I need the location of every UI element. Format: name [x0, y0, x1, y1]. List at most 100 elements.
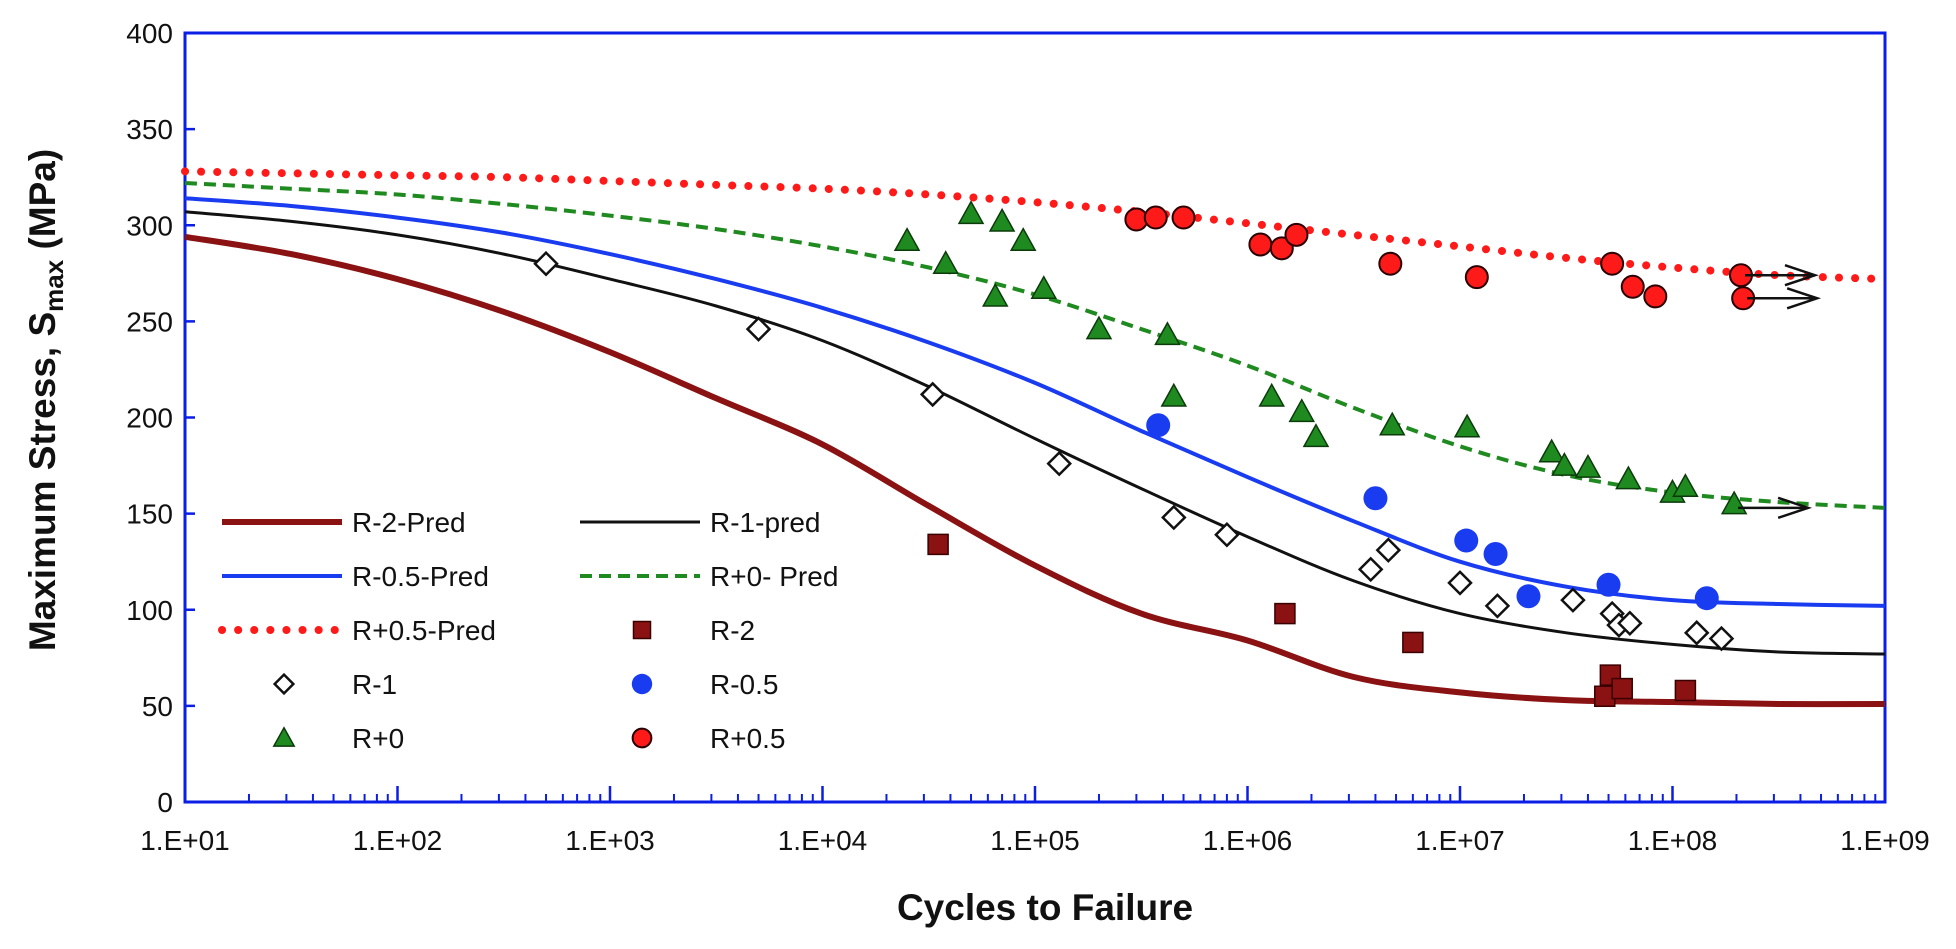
runout-arrow-head: [1786, 287, 1822, 310]
point-rminus1: [1375, 537, 1402, 563]
runout-arrows: [1738, 264, 1822, 520]
legend-label-rminus2: R-2: [710, 615, 755, 646]
point-rminus0-5: [1694, 586, 1719, 611]
curve-rminus1minuspred: [184, 210, 1886, 656]
point-rplus0-5: [1269, 236, 1294, 261]
y-tick-label: 50: [142, 691, 173, 722]
point-rminus1: [1161, 504, 1187, 531]
point-rplus0-5: [1248, 232, 1273, 257]
point-rplus0-5: [1600, 251, 1625, 276]
point-rplus0-5: [1171, 205, 1196, 230]
y-tick-label: 150: [126, 499, 173, 530]
y-tick-label: 100: [126, 595, 173, 626]
legend-swatch-rminus0-5: [631, 673, 653, 695]
y-tick-label: 300: [126, 210, 173, 241]
point-rminus1: [919, 381, 946, 408]
x-tick-label: 1.E+01: [140, 825, 230, 856]
x-tick-label: 1.E+02: [353, 825, 443, 856]
y-tick-label: 200: [126, 403, 173, 434]
point-rplus0: [1672, 473, 1699, 498]
data-points: [533, 200, 1756, 708]
point-rplus0: [1302, 423, 1330, 448]
point-rminus1: [1683, 620, 1710, 646]
point-rplus0: [1258, 382, 1285, 407]
point-rplus0: [1615, 465, 1642, 490]
legend-label-rminus1: R-1: [352, 669, 397, 700]
point-rplus0: [1720, 490, 1748, 515]
legend-label-rplus0: R+0: [352, 723, 404, 754]
point-rminus1: [1484, 593, 1511, 619]
point-rplus0: [893, 227, 921, 251]
point-rminus0-5: [1483, 541, 1508, 566]
x-tick-label: 1.E+07: [1415, 825, 1505, 856]
point-rminus0-5: [1146, 413, 1171, 438]
point-rplus0-5: [1284, 222, 1309, 247]
x-axis-title: Cycles to Failure: [897, 887, 1193, 928]
x-tick-label: 1.E+08: [1628, 825, 1718, 856]
point-rminus1: [1214, 522, 1240, 548]
x-tick-label: 1.E+04: [778, 825, 868, 856]
runout-arrow-head: [1784, 264, 1819, 287]
legend: R-2-Pred R-1-pred R-0.5-Pred R+0- Pred R+0.5…: [218, 507, 838, 754]
point-rplus0: [1378, 411, 1406, 436]
legend-swatch-rminus1: [272, 672, 296, 696]
legend-swatch-rminus2: [632, 620, 652, 640]
x-tick-label: 1.E+05: [990, 825, 1080, 856]
point-rminus0-5: [1516, 584, 1541, 609]
point-rplus0: [1009, 227, 1037, 251]
axis-titles: Cycles to Failure Maximum Stress, Smax (…: [22, 149, 1193, 928]
legend-label-rminus0-5minuspred: R-0.5-Pred: [352, 561, 489, 592]
point-rplus0-5: [1378, 251, 1403, 276]
point-rminus1: [1617, 610, 1643, 636]
point-rplus0: [1551, 452, 1578, 476]
curve-rminus0-5minuspred: [184, 196, 1886, 608]
y-tick-label: 400: [126, 18, 173, 49]
legend-label-rplus0minus-pred: R+0- Pred: [710, 561, 838, 592]
point-rminus1: [1357, 556, 1384, 583]
y-axis-title: Maximum Stress, Smax (MPa): [22, 149, 69, 651]
curve-rplus0-5minuspred: [181, 167, 1889, 284]
runout-arrow-head: [1777, 496, 1813, 520]
point-rminus2: [1611, 677, 1633, 700]
point-rplus0: [932, 250, 959, 275]
legend-swatch-rplus0-5: [631, 727, 653, 749]
point-rplus0: [1288, 398, 1316, 423]
x-tick-label: 1.E+03: [565, 825, 655, 856]
y-axis-title-subscript: max: [39, 259, 69, 312]
point-rminus1: [1447, 570, 1473, 596]
y-tick-label: 250: [126, 306, 173, 337]
x-tick-label: 1.E+09: [1840, 825, 1930, 856]
point-rplus0: [1030, 275, 1058, 300]
point-rplus0-5: [1620, 274, 1645, 299]
point-rminus1: [1046, 450, 1072, 477]
point-rplus0: [1574, 453, 1602, 478]
point-rminus1: [1560, 587, 1586, 613]
point-rplus0-5: [1143, 205, 1168, 230]
point-rminus0-5: [1454, 528, 1479, 553]
legend-swatch-rplus0: [272, 726, 296, 747]
point-rplus0: [1160, 382, 1188, 407]
point-rminus1: [745, 316, 772, 342]
y-axis-title-unit: (MPa): [22, 149, 63, 260]
point-rminus2: [927, 533, 949, 556]
point-rplus0: [1538, 438, 1565, 463]
point-rplus0: [988, 207, 1016, 232]
point-rplus0-5: [1643, 284, 1668, 309]
legend-label-rminus0-5: R-0.5: [710, 669, 778, 700]
point-rplus0: [957, 200, 985, 225]
legend-label-rminus1minuspred: R-1-pred: [710, 507, 820, 538]
point-rminus2: [1402, 631, 1424, 654]
axes: 0 50 100 150 200 250 300 350 400 1.E+01 1.E+02 1.E+…: [126, 18, 1929, 856]
y-tick-label: 350: [126, 114, 173, 145]
point-rminus1: [533, 250, 559, 277]
curve-rplus0minus-pred: [184, 181, 1886, 510]
point-rminus1: [1708, 625, 1735, 652]
point-rminus0-5: [1596, 572, 1621, 597]
legend-label-rminus2minuspred: R-2-Pred: [352, 507, 466, 538]
x-tick-label: 1.E+06: [1203, 825, 1293, 856]
point-rminus0-5: [1363, 486, 1388, 511]
point-rminus2: [1274, 602, 1296, 625]
point-rplus0: [1085, 315, 1113, 340]
legend-label-rplus0-5: R+0.5: [710, 723, 786, 754]
